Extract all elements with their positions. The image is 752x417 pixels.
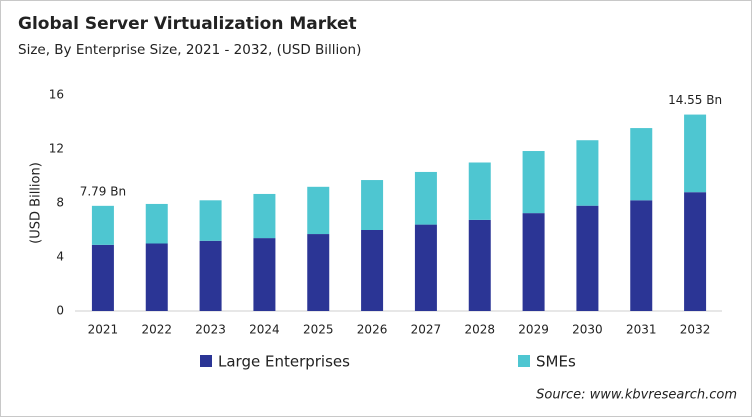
x-tick-label: 2025 <box>303 323 334 337</box>
bar-segment <box>414 171 437 225</box>
total-label: 14.55 Bn <box>668 93 722 107</box>
legend-label: SMEs <box>536 353 576 371</box>
x-tick-label: 2029 <box>518 323 549 337</box>
x-tick-label: 2028 <box>464 323 495 337</box>
bar-segment <box>576 140 599 206</box>
total-label: 7.79 Bn <box>80 184 126 198</box>
bar-segment <box>199 240 222 311</box>
y-tick-label: 4 <box>56 250 64 264</box>
bar-segment <box>253 193 276 239</box>
bar-segment <box>576 205 599 311</box>
bar-segment <box>361 180 384 230</box>
chart-title: Global Server Virtualization Market <box>18 14 357 34</box>
bar-segment <box>468 219 491 311</box>
bar-segment <box>307 234 330 311</box>
bar-segment <box>630 200 653 311</box>
x-tick-label: 2027 <box>411 323 442 337</box>
bar-segment <box>522 213 545 311</box>
x-tick-label: 2021 <box>88 323 119 337</box>
y-tick-label: 8 <box>56 196 64 210</box>
y-axis-label: (USD Billion) <box>29 162 44 244</box>
x-tick-label: 2030 <box>572 323 603 337</box>
x-tick-label: 2024 <box>249 323 280 337</box>
bar-segment <box>253 238 276 311</box>
bar-segment <box>522 151 545 214</box>
legend-label: Large Enterprises <box>218 353 350 371</box>
legend-swatch <box>200 355 212 367</box>
y-tick-label: 12 <box>49 142 64 156</box>
bar-segment <box>307 186 330 235</box>
legend-swatch <box>518 355 530 367</box>
bar-segment <box>468 162 491 220</box>
x-tick-label: 2031 <box>626 323 657 337</box>
bar-segment <box>361 230 384 311</box>
x-tick-label: 2022 <box>141 323 172 337</box>
bar-segment <box>199 200 222 241</box>
chart-subtitle: Size, By Enterprise Size, 2021 - 2032, (… <box>18 42 361 58</box>
x-tick-label: 2023 <box>195 323 226 337</box>
y-tick-label: 0 <box>56 304 64 318</box>
bar-segment <box>145 203 168 244</box>
bar-segment <box>684 192 707 311</box>
y-tick-label: 16 <box>49 88 64 102</box>
bar-segment <box>91 205 114 245</box>
source-note: Source: www.kbvresearch.com <box>536 388 737 403</box>
bar-segment <box>630 128 653 201</box>
bar-segment <box>91 244 114 311</box>
bar-segment <box>145 243 168 311</box>
bar-segment <box>684 114 707 193</box>
bar-segment <box>414 224 437 311</box>
x-tick-label: 2026 <box>357 323 388 337</box>
x-tick-label: 2032 <box>680 323 711 337</box>
